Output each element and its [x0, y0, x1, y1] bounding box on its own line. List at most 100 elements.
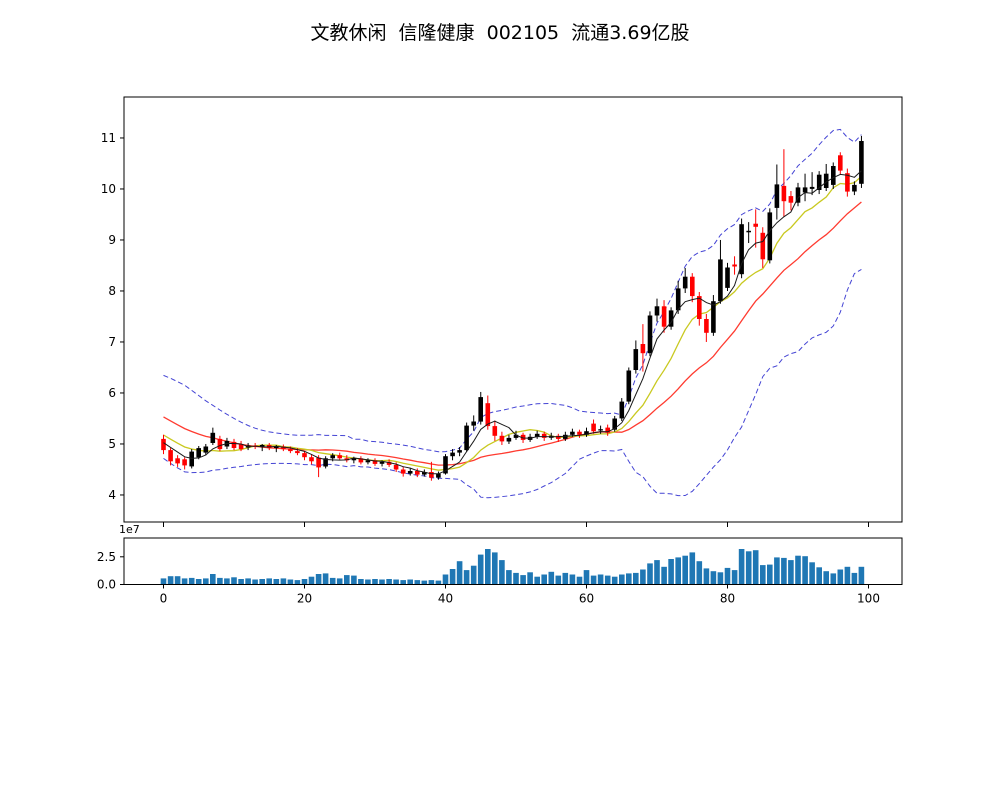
volume-bar: [231, 577, 237, 585]
candle-body-down: [556, 435, 561, 439]
volume-bar: [626, 573, 632, 585]
candle-body-down: [499, 435, 505, 442]
candle-body-down: [845, 173, 850, 192]
volume-bar: [336, 578, 343, 585]
candle-body-up: [189, 451, 194, 467]
candle-body-down: [704, 319, 709, 333]
volume-bar: [421, 580, 428, 585]
candle-body-up: [506, 437, 512, 442]
candle-body-up: [739, 224, 744, 275]
volume-bar: [745, 551, 752, 585]
candle-body-up: [274, 446, 279, 448]
x-axis-tick-label: 20: [297, 592, 312, 606]
candle-body-up: [584, 431, 589, 435]
x-axis-tick-label: 100: [857, 592, 880, 606]
x-axis-tick-label: 80: [720, 592, 735, 606]
candle-body-up: [823, 173, 829, 188]
volume-bar: [428, 580, 435, 585]
candle-body-down: [337, 455, 342, 459]
volume-bar: [203, 578, 209, 585]
volume-bar: [407, 579, 413, 585]
candle-body-down: [661, 306, 667, 327]
candle-body-up: [675, 288, 681, 311]
volume-yticks: [120, 556, 124, 585]
candles-group: [161, 135, 864, 481]
volume-bar: [527, 572, 533, 585]
candle-body-down: [429, 472, 434, 478]
candle-body-up: [330, 455, 335, 459]
volume-bar: [788, 560, 794, 585]
volume-bar: [393, 579, 399, 585]
candle-body-up: [767, 212, 773, 261]
volume-bar: [760, 565, 766, 585]
price-ytick-label: 6: [108, 386, 116, 400]
volume-bar: [456, 561, 463, 585]
volume-xticks: [163, 584, 869, 589]
volume-bar: [160, 578, 167, 585]
candle-body-up: [379, 461, 385, 464]
candle-body-up: [196, 448, 201, 458]
volume-bar: [548, 571, 555, 585]
volume-bar: [520, 575, 526, 585]
volume-bar: [492, 552, 498, 585]
candle-body-down: [838, 155, 843, 171]
volume-bar: [738, 549, 745, 585]
candle-body-down: [358, 458, 364, 463]
candle-body-down: [732, 264, 737, 267]
volume-bar: [238, 579, 244, 585]
volume-bar: [358, 579, 364, 585]
candle-body-down: [753, 223, 758, 227]
candle-body-down: [161, 438, 166, 451]
candle-body-up: [210, 432, 216, 443]
candle-body-up: [365, 460, 371, 463]
volume-bar: [470, 565, 477, 585]
volume-bar: [442, 574, 449, 585]
volume-bar: [830, 573, 837, 585]
volume-bar: [280, 578, 287, 585]
candle-body-down: [640, 344, 646, 354]
price-axes-frame: [123, 96, 903, 523]
candle-body-up: [471, 421, 476, 426]
candle-body-up: [626, 370, 632, 402]
volume-bar: [604, 575, 611, 585]
volume-bar: [809, 562, 815, 585]
volume-offset-label: 1e7: [119, 523, 140, 536]
volume-bar: [858, 566, 865, 585]
price-ytick-label: 10: [101, 182, 116, 196]
volume-bar: [555, 575, 562, 585]
volume-bar: [795, 555, 801, 585]
candle-body-down: [309, 457, 314, 462]
volume-bar: [590, 575, 597, 585]
bollinger-lower-line: [163, 268, 862, 499]
volume-bar: [506, 570, 512, 585]
candle-body-up: [852, 184, 857, 192]
volume-bar: [647, 563, 653, 585]
volume-bar: [689, 552, 696, 585]
volume-bar: [449, 569, 456, 585]
candle-body-up: [619, 401, 625, 419]
volume-bar: [379, 579, 385, 585]
volume-bar: [731, 570, 738, 585]
candle-body-up: [647, 315, 653, 354]
candle-body-down: [182, 459, 187, 466]
volume-bars-group: [160, 549, 865, 585]
candle-body-down: [541, 433, 547, 438]
volume-bar: [844, 566, 851, 585]
candle-body-down: [485, 403, 491, 427]
volume-bar: [259, 579, 265, 585]
volume-bar: [499, 560, 505, 585]
candle-body-up: [513, 434, 519, 438]
price-yticks: [120, 137, 124, 496]
volume-bar: [188, 577, 195, 585]
volume-bar: [351, 575, 357, 585]
candle-body-down: [760, 232, 766, 260]
volume-bar: [802, 556, 808, 585]
candle-body-up: [774, 184, 780, 208]
candle-body-up: [668, 310, 674, 327]
volume-bar: [774, 557, 780, 585]
candle-body-down: [295, 451, 300, 454]
volume-bar: [252, 579, 258, 585]
volume-bar: [273, 579, 280, 585]
volume-bar: [534, 576, 540, 585]
volume-bar: [344, 575, 350, 585]
